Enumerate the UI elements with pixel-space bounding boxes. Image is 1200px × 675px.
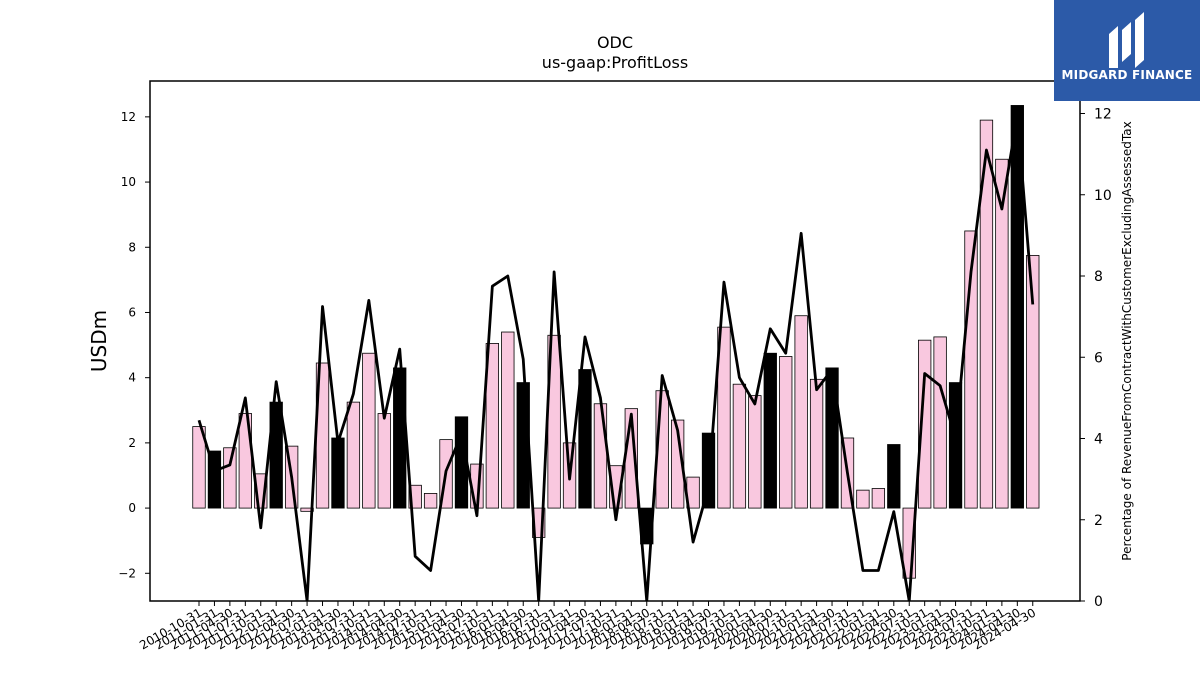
- bar: [732, 383, 747, 509]
- y-right-tick-label: 0: [1094, 594, 1103, 610]
- y-tick-label: −2: [118, 566, 136, 580]
- y-tick-label: 4: [128, 371, 136, 385]
- y-axis-label: USDm: [87, 310, 111, 372]
- bar-series: [192, 105, 1040, 579]
- y-axis: −2 0 2 4 6 8 10 12: [118, 110, 150, 580]
- logo-text: MIDGARD FINANCE: [1061, 68, 1193, 82]
- bar: [918, 339, 932, 509]
- bar: [331, 437, 345, 509]
- y-right-tick-label: 2: [1094, 513, 1103, 529]
- bar: [192, 426, 206, 509]
- bar: [393, 367, 407, 509]
- y-tick-label: 2: [128, 436, 136, 450]
- y-right-tick-label: 10: [1094, 188, 1112, 204]
- bar: [794, 315, 808, 509]
- bar: [979, 119, 994, 509]
- chart-subtitle: us-gaap:ProfitLoss: [542, 53, 688, 72]
- bar: [501, 331, 515, 509]
- y-axis-right-label: Percentage of RevenueFromContractWithCus…: [1120, 121, 1134, 560]
- bar: [300, 507, 314, 512]
- bar: [1010, 105, 1024, 509]
- midgard-logo-icon: [1109, 12, 1144, 68]
- y-tick-label: 6: [128, 305, 136, 319]
- bar: [423, 493, 438, 509]
- line-series: [197, 114, 1035, 601]
- y-tick-label: 8: [128, 240, 136, 254]
- bar: [377, 413, 391, 509]
- y-right-tick-label: 12: [1094, 107, 1112, 123]
- bar: [995, 158, 1009, 509]
- brand-logo: MIDGARD FINANCE: [1054, 0, 1200, 101]
- y-right-tick-label: 6: [1094, 350, 1103, 366]
- y-tick-label: 0: [128, 501, 136, 515]
- y-tick-label: 10: [121, 175, 136, 189]
- bar: [809, 378, 824, 509]
- x-axis: 2010-10-312011-01-312011-04-302011-07-31…: [137, 601, 1038, 652]
- y-right-tick-label: 8: [1094, 269, 1103, 285]
- bar: [717, 326, 731, 509]
- bar: [578, 369, 592, 509]
- bar: [362, 352, 376, 509]
- plot-frame: [149, 80, 1081, 602]
- bar: [223, 447, 237, 509]
- bar: [887, 444, 901, 509]
- y-tick-label: 12: [121, 110, 136, 124]
- bar: [763, 352, 777, 509]
- bar: [346, 401, 361, 509]
- bar: [670, 419, 685, 509]
- chart-title: ODC: [597, 33, 633, 52]
- y-right-tick-label: 4: [1094, 432, 1103, 448]
- bar: [748, 395, 762, 509]
- bar: [933, 336, 947, 509]
- bar: [269, 401, 283, 509]
- bar: [825, 367, 839, 509]
- bar: [779, 356, 793, 509]
- line-series-path: [197, 114, 1035, 601]
- bar: [593, 403, 608, 509]
- bar: [1026, 255, 1040, 509]
- bar: [485, 343, 500, 509]
- bar: [871, 488, 886, 509]
- bar: [856, 489, 870, 509]
- y-axis-right: 0 2 4 6 8 10 12: [1080, 107, 1112, 610]
